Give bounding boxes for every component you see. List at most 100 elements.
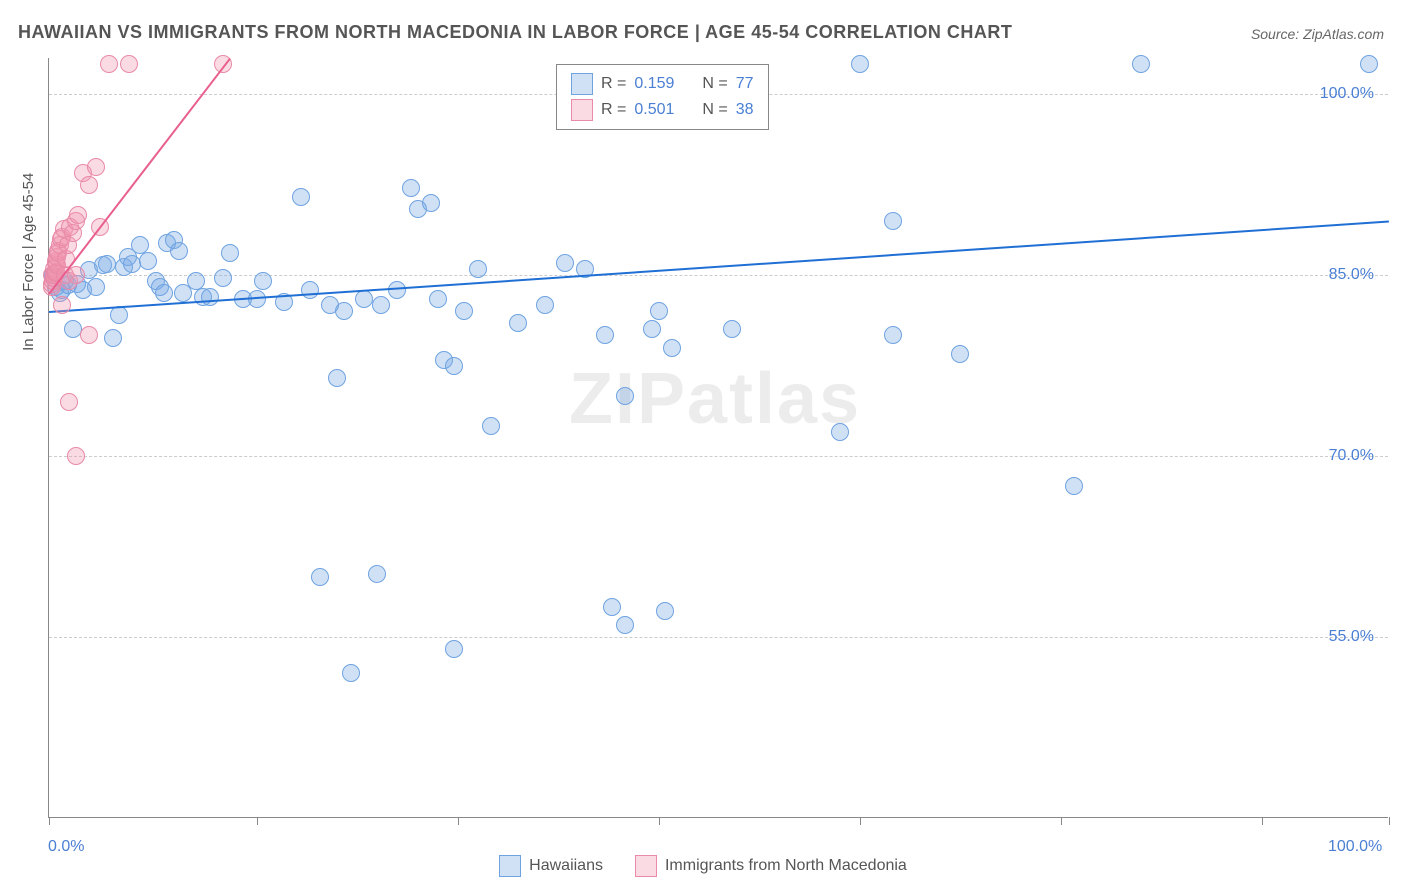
data-point: [650, 302, 668, 320]
data-point: [98, 255, 116, 273]
gridline: [49, 637, 1388, 638]
legend-n-label: N =: [702, 71, 727, 97]
data-point: [87, 158, 105, 176]
data-point: [643, 320, 661, 338]
legend-correlation: R = 0.159 N = 77 R = 0.501 N = 38: [556, 64, 769, 130]
legend-n-value: 77: [736, 71, 754, 97]
legend-swatch: [571, 73, 593, 95]
x-tick: [1262, 817, 1263, 825]
data-point: [663, 339, 681, 357]
source-value: ZipAtlas.com: [1303, 26, 1384, 42]
data-point: [884, 326, 902, 344]
data-point: [120, 55, 138, 73]
legend-swatch: [635, 855, 657, 877]
data-point: [368, 565, 386, 583]
data-point: [831, 423, 849, 441]
data-point: [556, 254, 574, 272]
data-point: [851, 55, 869, 73]
data-point: [482, 417, 500, 435]
data-point: [139, 252, 157, 270]
data-point: [80, 326, 98, 344]
x-tick: [458, 817, 459, 825]
data-point: [656, 602, 674, 620]
source-label: Source:: [1251, 26, 1303, 42]
legend-series-item: Hawaiians: [499, 855, 603, 877]
legend-swatch: [571, 99, 593, 121]
data-point: [603, 598, 621, 616]
data-point: [214, 269, 232, 287]
data-point: [155, 284, 173, 302]
legend-series-label: Hawaiians: [529, 857, 603, 875]
data-point: [311, 568, 329, 586]
data-point: [221, 244, 239, 262]
data-point: [69, 206, 87, 224]
legend-r-label: R =: [601, 71, 626, 97]
y-tick-label: 85.0%: [1329, 266, 1374, 284]
data-point: [429, 290, 447, 308]
data-point: [372, 296, 390, 314]
data-point: [342, 664, 360, 682]
data-point: [53, 296, 71, 314]
data-point: [328, 369, 346, 387]
watermark: ZIPatlas: [569, 358, 861, 440]
x-tick: [49, 817, 50, 825]
data-point: [616, 387, 634, 405]
chart-container: HAWAIIAN VS IMMIGRANTS FROM NORTH MACEDO…: [0, 0, 1406, 892]
data-point: [445, 640, 463, 658]
data-point: [100, 55, 118, 73]
y-tick-label: 55.0%: [1329, 628, 1374, 646]
y-axis-label: In Labor Force | Age 45-54: [20, 173, 37, 351]
legend-r-label: R =: [601, 97, 626, 123]
legend-correlation-row: R = 0.159 N = 77: [571, 71, 754, 97]
data-point: [355, 290, 373, 308]
plot-area: ZIPatlas 55.0% 70.0% 85.0% 100.0%: [48, 58, 1388, 818]
data-point: [596, 326, 614, 344]
data-point: [104, 329, 122, 347]
data-point: [201, 288, 219, 306]
x-tick: [659, 817, 660, 825]
data-point: [60, 393, 78, 411]
data-point: [445, 357, 463, 375]
data-point: [335, 302, 353, 320]
data-point: [422, 194, 440, 212]
legend-series-label: Immigrants from North Macedonia: [665, 857, 907, 875]
data-point: [536, 296, 554, 314]
data-point: [1360, 55, 1378, 73]
x-tick: [860, 817, 861, 825]
x-tick-label: 0.0%: [48, 838, 84, 856]
x-tick: [1061, 817, 1062, 825]
data-point: [723, 320, 741, 338]
data-point: [170, 242, 188, 260]
data-point: [509, 314, 527, 332]
x-tick-label: 100.0%: [1328, 838, 1382, 856]
legend-swatch: [499, 855, 521, 877]
source-attribution: Source: ZipAtlas.com: [1251, 26, 1384, 42]
x-tick: [1389, 817, 1390, 825]
legend-n-label: N =: [702, 97, 727, 123]
y-tick-label: 100.0%: [1320, 85, 1374, 103]
x-tick: [257, 817, 258, 825]
legend-r-value: 0.501: [634, 97, 674, 123]
data-point: [301, 281, 319, 299]
data-point: [402, 179, 420, 197]
data-point: [1065, 477, 1083, 495]
data-point: [1132, 55, 1150, 73]
legend-r-value: 0.159: [634, 71, 674, 97]
data-point: [87, 278, 105, 296]
legend-correlation-row: R = 0.501 N = 38: [571, 97, 754, 123]
data-point: [884, 212, 902, 230]
data-point: [292, 188, 310, 206]
legend-n-value: 38: [736, 97, 754, 123]
data-point: [469, 260, 487, 278]
data-point: [455, 302, 473, 320]
legend-series: Hawaiians Immigrants from North Macedonia: [0, 855, 1406, 882]
data-point: [616, 616, 634, 634]
y-tick-label: 70.0%: [1329, 447, 1374, 465]
gridline: [49, 275, 1388, 276]
data-point: [254, 272, 272, 290]
data-point: [67, 447, 85, 465]
gridline: [49, 456, 1388, 457]
data-point: [80, 176, 98, 194]
chart-title: HAWAIIAN VS IMMIGRANTS FROM NORTH MACEDO…: [18, 22, 1012, 43]
legend-series-item: Immigrants from North Macedonia: [635, 855, 907, 877]
